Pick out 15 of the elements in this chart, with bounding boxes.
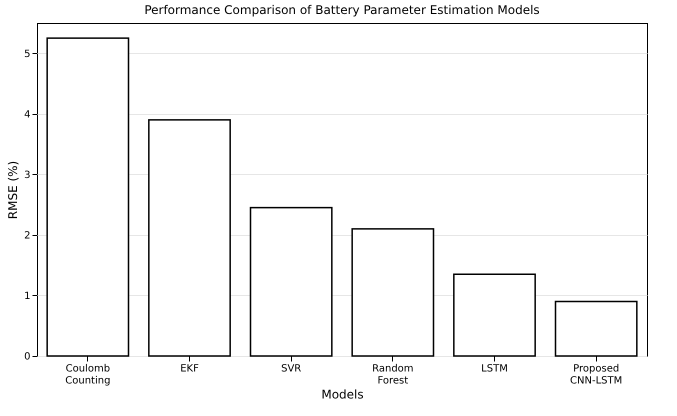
y-tick-label: 5 [24,48,30,60]
x-tick-label: Coulomb Counting [65,364,110,386]
x-tick-label: Proposed CNN-LSTM [570,364,622,386]
y-tick-label: 1 [24,290,30,302]
chart-title: Performance Comparison of Battery Parameter Estimation Models [144,3,540,17]
y-tick-label: 0 [24,352,30,362]
x-tick-label: Random Forest [372,364,414,386]
y-tick-label: 2 [24,230,30,242]
y-tick-label: 3 [24,170,30,181]
x-tick-label: EKF [180,364,200,374]
y-axis-title: RMSE (%) [6,160,20,220]
y-tick-label: 4 [24,109,30,120]
x-axis-title: Models [321,388,364,402]
x-tick-label: SVR [281,364,302,374]
x-tick-label: LSTM [481,364,508,374]
